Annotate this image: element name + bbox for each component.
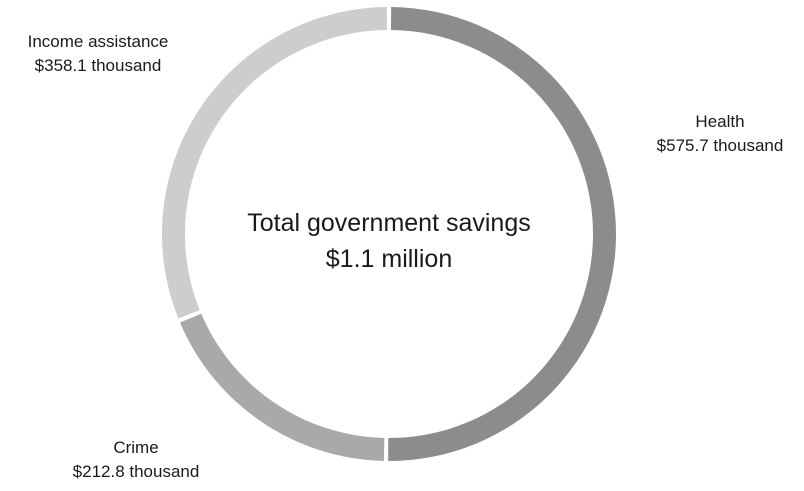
slice-value-income-assistance: $358.1 thousand (34, 56, 162, 75)
center-label: Total government savings $1.1 million (214, 205, 564, 277)
slice-health (388, 7, 616, 461)
slice-label-health: Health $575.7 thousand (636, 110, 804, 158)
slice-value-crime: $212.8 thousand (72, 462, 200, 481)
slice-name-income-assistance: Income assistance (27, 32, 169, 51)
center-title: Total government savings (247, 209, 531, 237)
slice-value-health: $575.7 thousand (656, 136, 784, 155)
slice-name-health: Health (695, 112, 745, 131)
slice-crime (180, 313, 385, 461)
center-total: $1.1 million (325, 245, 453, 273)
slice-label-income-assistance: Income assistance $358.1 thousand (0, 30, 196, 78)
slice-name-crime: Crime (113, 438, 159, 457)
slice-income-assistance (162, 7, 388, 319)
slice-label-crime: Crime $212.8 thousand (52, 436, 220, 484)
